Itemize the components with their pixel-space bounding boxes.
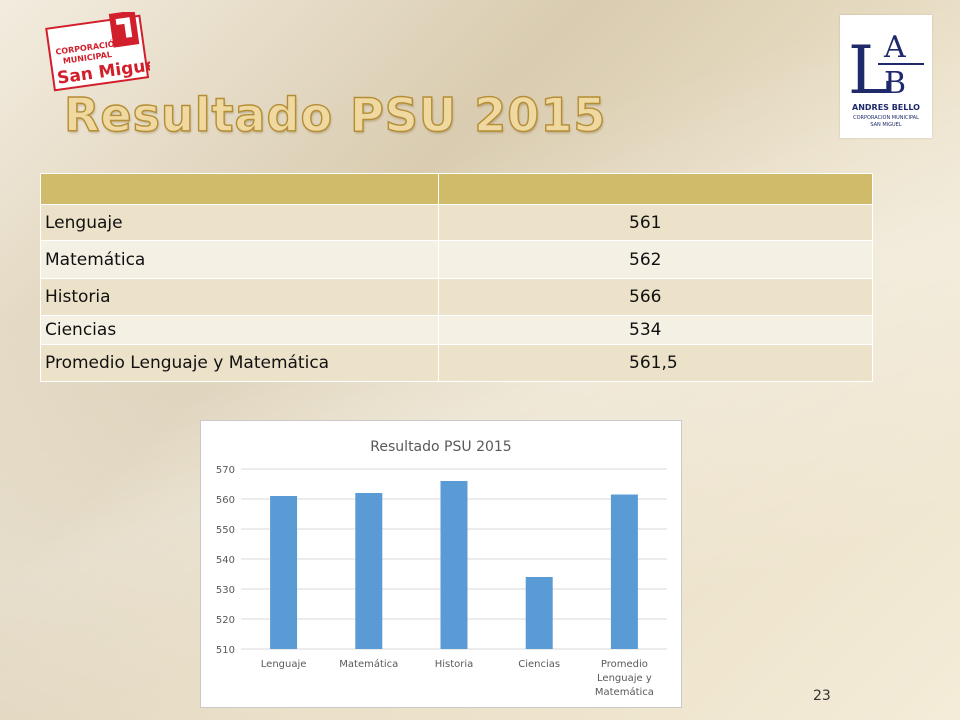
page-number: 23 <box>813 688 831 704</box>
lab-text-2: CORPORACION MUNICIPAL <box>853 115 919 121</box>
row-label: Promedio Lenguaje y Matemática <box>40 344 439 382</box>
bar <box>610 494 638 649</box>
y-tick-label: 540 <box>216 555 235 566</box>
table-row: Ciencias 534 <box>40 315 873 345</box>
x-tick-label: Lenguaje <box>261 659 307 670</box>
row-label: Historia <box>40 278 439 316</box>
row-value: 561,5 <box>438 344 873 382</box>
x-tick-label: Lenguaje y <box>597 673 652 684</box>
x-tick-label: Ciencias <box>518 659 560 670</box>
row-label: Matemática <box>40 240 439 279</box>
y-tick-label: 510 <box>216 645 235 656</box>
row-value: 562 <box>438 240 873 279</box>
bar <box>355 493 383 649</box>
y-tick-label: 530 <box>216 585 235 596</box>
bar <box>525 577 553 649</box>
table-row: Historia 566 <box>40 278 873 316</box>
lab-letter-a: A <box>883 30 906 65</box>
bar <box>270 496 298 649</box>
san-miguel-logo: CORPORACIÓN MUNICIPAL San Miguel <box>45 12 150 92</box>
row-label: Ciencias <box>40 315 439 345</box>
bar <box>440 481 468 649</box>
y-tick-label: 570 <box>216 465 235 476</box>
andres-bello-logo: L A B ANDRES BELLO CORPORACION MUNICIPAL… <box>840 15 932 138</box>
results-table: Lenguaje 561 Matemática 562 Historia 566… <box>40 173 873 382</box>
slide-title: Resultado PSU 2015 <box>63 87 607 142</box>
chart-title: Resultado PSU 2015 <box>370 439 511 455</box>
table-row: Lenguaje 561 <box>40 204 873 241</box>
lab-text-1: ANDRES BELLO <box>852 103 920 112</box>
row-label: Lenguaje <box>40 204 439 241</box>
row-value: 561 <box>438 204 873 241</box>
row-value: 534 <box>438 315 873 345</box>
x-tick-label: Historia <box>435 659 474 670</box>
lab-letter-l: L <box>848 32 892 109</box>
bar-chart: Resultado PSU 2015 510 520 530 540 550 560 570… <box>200 420 682 708</box>
row-value: 566 <box>438 278 873 316</box>
table-row: Promedio Lenguaje y Matemática 561,5 <box>40 344 873 382</box>
table-row: Matemática 562 <box>40 240 873 279</box>
x-tick-label: Matemática <box>595 686 654 698</box>
y-tick-label: 560 <box>216 495 235 506</box>
lab-text-3: SAN MIGUEL <box>870 122 901 128</box>
x-tick-label: Promedio <box>601 659 648 670</box>
y-tick-label: 520 <box>216 615 235 626</box>
bar-chart-svg: Resultado PSU 2015 510 520 530 540 550 560 570… <box>216 439 667 698</box>
y-tick-label: 550 <box>216 525 235 536</box>
table-header-cell <box>40 173 439 205</box>
x-tick-label: Matemática <box>339 658 398 670</box>
table-header-row <box>40 173 873 205</box>
lab-letter-b: B <box>884 66 906 101</box>
table-header-cell <box>438 173 873 205</box>
